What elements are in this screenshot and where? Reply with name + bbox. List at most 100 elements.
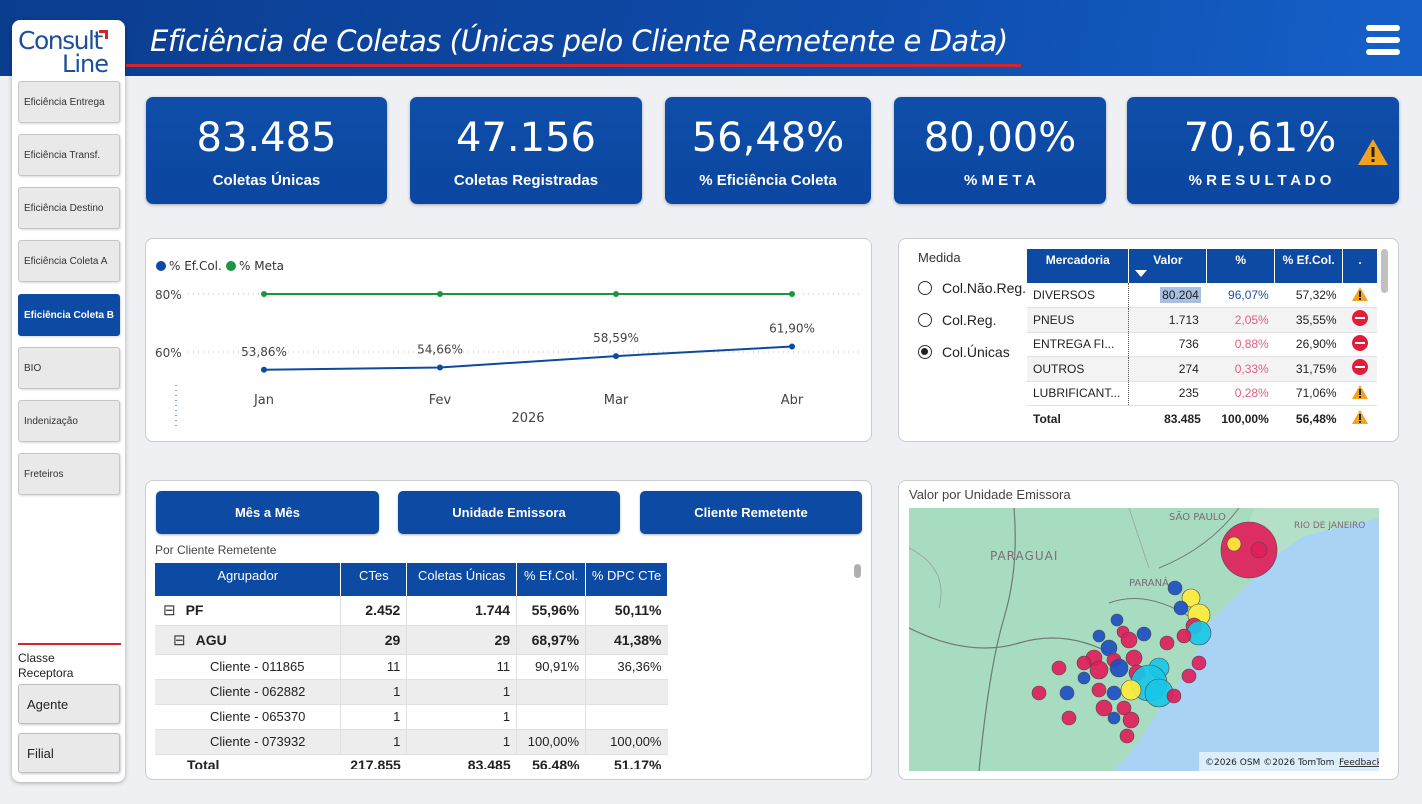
mercadoria-row[interactable]: LUBRIFICANT... 235 0,28% 71,06% <box>1027 381 1377 406</box>
cliente-table-scrollbar[interactable] <box>854 564 861 578</box>
cliente-header-cell[interactable]: Coletas Únicas <box>406 563 518 596</box>
map-bubble[interactable] <box>1092 629 1106 643</box>
map-bubble[interactable] <box>1250 541 1268 559</box>
legend-item-ef-col[interactable]: % Ef.Col. <box>156 259 222 273</box>
data-label: 61,90% <box>769 321 815 335</box>
agente-button[interactable]: Agente <box>18 684 120 724</box>
data-point[interactable] <box>261 366 267 373</box>
map-bubble[interactable] <box>1089 660 1109 680</box>
map-bubble[interactable] <box>1226 536 1242 552</box>
mercadoria-row[interactable]: ENTREGA FI... 736 0,88% 26,90% <box>1027 332 1377 357</box>
data-point[interactable] <box>437 364 443 371</box>
map-feedback-link[interactable]: Feedback <box>1339 758 1379 768</box>
cliente-remetente-button[interactable]: Cliente Remetente <box>640 491 862 534</box>
map-bubble[interactable] <box>1166 688 1182 704</box>
cliente-ctes: 2.452 <box>340 596 407 625</box>
sidebar-item-eficiencia-destino[interactable]: Eficiência Destino <box>18 187 120 229</box>
hamburger-menu-icon[interactable] <box>1366 25 1400 61</box>
cliente-header-cell[interactable]: % DPC CTe <box>585 563 668 596</box>
mercadoria-header-cell[interactable]: % Ef.Col. <box>1274 249 1344 283</box>
map-bubble[interactable] <box>1173 600 1189 616</box>
map-bubble[interactable] <box>1119 728 1135 744</box>
radio-icon[interactable] <box>918 281 932 295</box>
map-bubble[interactable] <box>1051 660 1067 676</box>
map-bubble[interactable] <box>1125 649 1143 667</box>
medida-option[interactable]: Col.Não.Reg. <box>918 272 1026 304</box>
map-visual[interactable]: PARAGUAI SÃO PAULO RIO DE JANEIRO PARANÁ… <box>909 508 1379 771</box>
collapse-icon[interactable]: ⊟ <box>173 631 186 649</box>
collapse-icon[interactable]: ⊟ <box>163 602 176 620</box>
cliente-row[interactable]: ⊟ PF 2.452 1.744 55,96% 50,11% <box>155 596 668 625</box>
consultline-logo: Consult Line <box>18 26 109 78</box>
cliente-header-cell[interactable]: CTes <box>340 563 408 596</box>
medida-option-label: Col.Não.Reg. <box>942 280 1026 296</box>
map-bubble[interactable] <box>1122 711 1140 729</box>
legend-item-meta[interactable]: % Meta <box>226 259 284 273</box>
medida-option[interactable]: Col.Únicas <box>918 336 1026 368</box>
map-bubble[interactable] <box>1076 655 1092 671</box>
sidebar-item-eficiencia-transf[interactable]: Eficiência Transf. <box>18 134 120 176</box>
sidebar-item-bio[interactable]: BIO <box>18 347 120 389</box>
sidebar-item-eficiencia-coleta-a[interactable]: Eficiência Coleta A <box>18 240 120 282</box>
sidebar-item-eficiencia-coleta-b[interactable]: Eficiência Coleta B <box>18 294 120 336</box>
map-bubble[interactable] <box>1109 658 1129 678</box>
mercadoria-scrollbar[interactable] <box>1381 249 1388 293</box>
map-bubble[interactable] <box>1159 635 1175 651</box>
map-bubble[interactable] <box>1181 668 1197 684</box>
cliente-row[interactable]: Cliente - 062882 1 1 <box>155 679 668 704</box>
map-bubble[interactable] <box>1061 710 1077 726</box>
map-bubble[interactable] <box>1167 580 1183 596</box>
sidebar-item-freteiros[interactable]: Freteiros <box>18 453 120 495</box>
cliente-row[interactable]: Cliente - 065370 1 1 <box>155 704 668 729</box>
mercadoria-row[interactable]: DIVERSOS 80.204 96,07% 57,32% <box>1027 283 1377 308</box>
sidebar-item-eficiencia-entrega[interactable]: Eficiência Entrega <box>18 81 120 123</box>
mercadoria-name: DIVERSOS <box>1033 288 1096 302</box>
medida-option-label: Col.Reg. <box>942 312 997 328</box>
mercadoria-header-cell[interactable]: . <box>1342 249 1377 283</box>
cliente-name: PF <box>185 602 204 619</box>
map-bubble[interactable] <box>1136 626 1152 642</box>
cliente-row[interactable]: ⊟ AGU 29 29 68,97% 41,38% <box>155 625 668 654</box>
map-bubble[interactable] <box>1107 711 1121 725</box>
radio-icon[interactable] <box>918 313 932 327</box>
map-bubble[interactable] <box>1220 521 1278 579</box>
cliente-header-cell[interactable]: Agrupador <box>155 563 342 596</box>
mercadoria-header-cell[interactable]: Valor <box>1128 249 1208 283</box>
filial-button[interactable]: Filial <box>18 733 120 773</box>
mes-a-mes-button[interactable]: Mês a Mês <box>156 491 379 534</box>
map-bubble[interactable] <box>1176 628 1192 644</box>
map-bubble[interactable] <box>1120 679 1142 701</box>
mercadoria-row[interactable]: OUTROS 274 0,33% 31,75% <box>1027 356 1377 381</box>
sort-desc-icon[interactable] <box>1135 270 1148 277</box>
radio-selected-icon[interactable] <box>918 345 932 359</box>
data-point[interactable] <box>789 343 795 350</box>
mercadoria-header-cell[interactable]: % <box>1206 249 1276 283</box>
cliente-row[interactable]: Cliente - 011865 11 11 90,91% 36,36% <box>155 654 668 679</box>
data-point[interactable] <box>613 291 619 297</box>
medida-option[interactable]: Col.Reg. <box>918 304 1026 336</box>
mercadoria-valor: 80.204 <box>1128 283 1207 308</box>
sidebar-item-indenizacao[interactable]: Indenização <box>18 400 120 442</box>
map-bubble[interactable] <box>1191 655 1207 671</box>
map-bubble[interactable] <box>1059 685 1075 701</box>
map-bubble[interactable] <box>1181 588 1201 608</box>
map-bubble[interactable] <box>1116 700 1132 716</box>
unidade-emissora-button[interactable]: Unidade Emissora <box>398 491 620 534</box>
mercadoria-header-cell[interactable]: Mercadoria <box>1027 249 1130 283</box>
mercadoria-row[interactable]: PNEUS 1.713 2,05% 35,55% <box>1027 307 1377 332</box>
cliente-ef: 55,96% <box>516 596 586 625</box>
map-bubble[interactable] <box>1095 699 1113 717</box>
map-bubble[interactable] <box>1120 631 1138 649</box>
map-bubble[interactable] <box>1031 685 1047 701</box>
cliente-row[interactable]: Cliente - 073932 1 1 100,00% 100,00% <box>155 729 668 754</box>
data-point[interactable] <box>261 291 267 297</box>
svg-text:% Ef.Col.: % Ef.Col. <box>169 259 222 273</box>
data-point[interactable] <box>437 291 443 297</box>
map-bubble[interactable] <box>1077 671 1091 685</box>
map-bubble[interactable] <box>1106 685 1122 701</box>
map-bubble[interactable] <box>1110 613 1124 627</box>
map-bubble[interactable] <box>1091 682 1107 698</box>
data-point[interactable] <box>613 353 619 360</box>
cliente-header-cell[interactable]: % Ef.Col. <box>516 563 587 596</box>
data-point[interactable] <box>789 291 795 297</box>
